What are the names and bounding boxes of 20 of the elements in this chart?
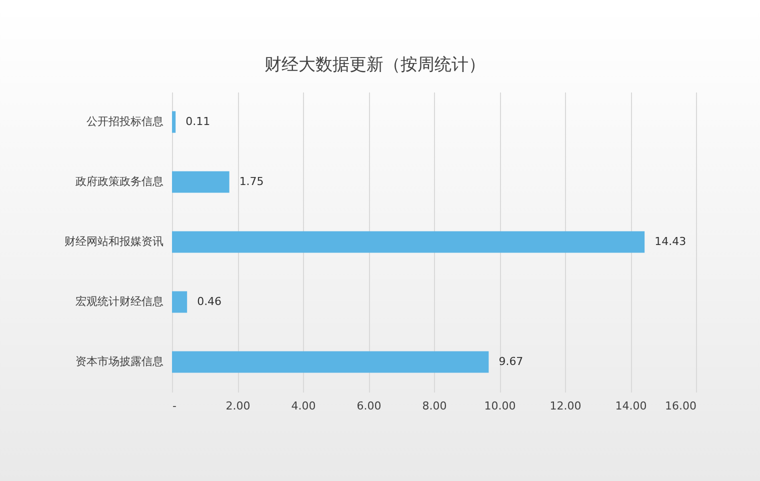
chart-title: 财经大数据更新（按周统计） — [264, 55, 486, 75]
y-tick-label: 财经网站和报媒资讯 — [64, 235, 164, 248]
y-tick-label: 政府政策政务信息 — [76, 175, 164, 188]
x-tick-label: 8.00 — [422, 400, 447, 412]
data-label: 9.67 — [498, 355, 524, 368]
y-tick-label: 资本市场披露信息 — [76, 355, 164, 368]
x-tick-label: 14.00 — [615, 400, 647, 412]
data-label: 0.46 — [197, 295, 222, 308]
x-tick-label: 12.00 — [550, 400, 582, 412]
data-label: 0.11 — [186, 115, 210, 128]
x-tick-label: 6.00 — [356, 400, 382, 412]
x-tick-label: 16.00 — [665, 400, 696, 412]
y-tick-label: 公开招投标信息 — [86, 115, 164, 128]
data-label: 1.75 — [239, 175, 264, 188]
x-tick-label: - — [172, 400, 176, 412]
x-tick-label: 4.00 — [291, 400, 316, 412]
y-tick-label: 宏观统计财经信息 — [76, 295, 164, 308]
x-tick-label: 10.00 — [484, 400, 516, 412]
x-tick-label: 2.00 — [226, 400, 250, 412]
data-label: 14.43 — [654, 235, 686, 248]
